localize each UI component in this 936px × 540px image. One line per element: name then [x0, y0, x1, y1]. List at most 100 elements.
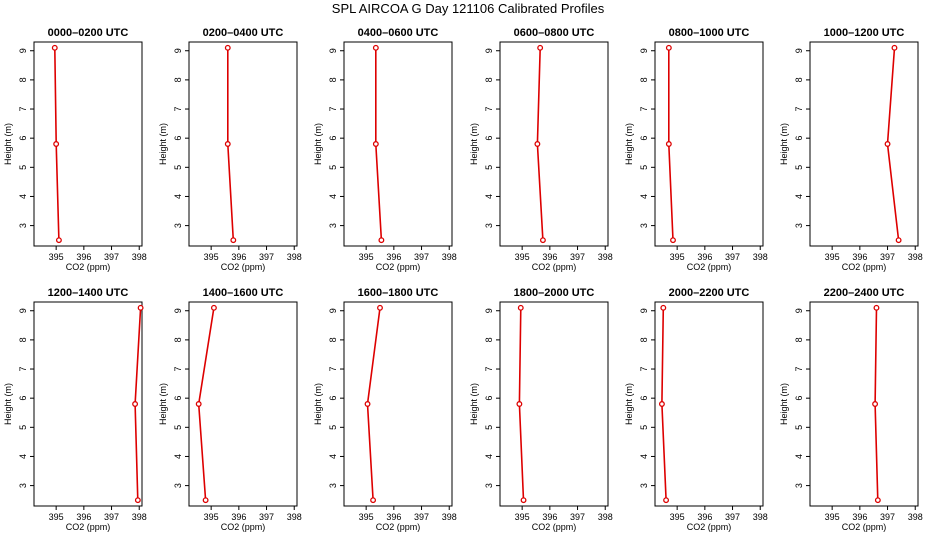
y-tick-label: 5 — [328, 425, 338, 430]
y-axis-label: Height (m) — [624, 123, 634, 165]
plot-frame — [343, 41, 453, 247]
y-tick-label: 6 — [484, 396, 494, 401]
data-point — [51, 44, 58, 51]
y-tick-label: 3 — [173, 223, 183, 228]
y-tick-label: 5 — [794, 165, 804, 170]
y-tick-label: 9 — [794, 308, 804, 313]
y-tick-label: 3 — [794, 223, 804, 228]
x-tick-label: 396 — [542, 512, 557, 522]
data-point — [874, 497, 881, 504]
panel-title: 0000–0200 UTC — [48, 27, 129, 39]
y-tick-label: 5 — [639, 165, 649, 170]
data-point — [230, 237, 237, 244]
y-tick-label: 3 — [639, 223, 649, 228]
y-tick-label: 7 — [639, 367, 649, 372]
data-point — [873, 304, 880, 311]
data-point — [516, 401, 523, 407]
plot-frame — [499, 41, 609, 247]
panel-title: 1200–1400 UTC — [48, 287, 129, 299]
y-tick-label: 3 — [484, 483, 494, 488]
y-tick-label: 3 — [18, 483, 28, 488]
data-point — [658, 401, 665, 407]
data-point — [134, 497, 141, 504]
y-tick-label: 6 — [639, 396, 649, 401]
panel-title: 1000–1200 UTC — [824, 27, 905, 39]
x-tick-label: 398 — [598, 512, 613, 522]
data-point — [55, 237, 62, 244]
y-tick-label: 7 — [173, 367, 183, 372]
panel-title: 0200–0400 UTC — [203, 27, 284, 39]
y-axis-label: Height (m) — [3, 383, 13, 425]
x-tick-label: 397 — [259, 512, 274, 522]
data-point — [534, 141, 541, 147]
y-tick-label: 3 — [328, 223, 338, 228]
panel-title: 0800–1000 UTC — [669, 27, 750, 39]
y-axis-label: Height (m) — [313, 123, 323, 165]
x-tick-label: 398 — [132, 252, 147, 262]
x-axis-label: CO2 (ppm) — [687, 522, 732, 532]
y-tick-label: 9 — [173, 48, 183, 53]
plot-frame — [343, 301, 453, 507]
data-point — [364, 401, 371, 407]
x-tick-label: 398 — [908, 512, 923, 522]
x-axis-label: CO2 (ppm) — [687, 262, 732, 272]
y-tick-label: 6 — [18, 136, 28, 141]
x-tick-label: 395 — [49, 252, 64, 262]
y-tick-label: 5 — [484, 425, 494, 430]
data-point — [670, 237, 676, 244]
data-point — [665, 44, 672, 51]
y-tick-label: 8 — [173, 77, 183, 82]
x-tick-label: 398 — [132, 512, 147, 522]
y-tick-label: 4 — [484, 454, 494, 459]
y-tick-label: 8 — [328, 337, 338, 342]
y-axis-label: Height (m) — [158, 123, 168, 165]
panel-title: 1800–2000 UTC — [514, 287, 595, 299]
x-tick-label: 397 — [725, 512, 740, 522]
y-tick-label: 4 — [328, 454, 338, 459]
x-tick-label: 397 — [725, 252, 740, 262]
y-tick-label: 4 — [794, 194, 804, 199]
x-tick-label: 397 — [570, 512, 585, 522]
y-tick-label: 9 — [484, 48, 494, 53]
x-axis-label: CO2 (ppm) — [376, 522, 421, 532]
y-tick-label: 3 — [484, 223, 494, 228]
data-point — [370, 497, 377, 504]
panel-title: 1600–1800 UTC — [358, 287, 439, 299]
y-tick-label: 7 — [484, 107, 494, 112]
x-tick-label: 397 — [104, 252, 119, 262]
y-tick-label: 9 — [639, 308, 649, 313]
y-tick-label: 7 — [18, 367, 28, 372]
x-tick-label: 396 — [697, 252, 712, 262]
y-tick-label: 5 — [484, 165, 494, 170]
y-axis-label: Height (m) — [779, 383, 789, 425]
x-tick-label: 398 — [442, 252, 457, 262]
x-tick-label: 395 — [204, 512, 219, 522]
y-tick-label: 5 — [173, 425, 183, 430]
y-tick-label: 5 — [794, 425, 804, 430]
y-tick-label: 6 — [328, 396, 338, 401]
x-tick-label: 395 — [204, 252, 219, 262]
x-tick-label: 398 — [442, 512, 457, 522]
y-tick-label: 3 — [639, 483, 649, 488]
y-tick-label: 4 — [639, 194, 649, 199]
x-axis-label: CO2 (ppm) — [66, 522, 111, 532]
data-point — [378, 237, 385, 244]
profile-panel: 1800–2000 UTC 395 396 397 398 3 4 5 6 7 8 9 CO2 (ppm… — [469, 287, 613, 532]
y-tick-label: 8 — [173, 337, 183, 342]
x-tick-label: 398 — [753, 252, 768, 262]
y-tick-label: 8 — [18, 77, 28, 82]
y-tick-label: 7 — [328, 107, 338, 112]
y-tick-label: 7 — [484, 367, 494, 372]
y-tick-label: 6 — [794, 396, 804, 401]
x-tick-label: 397 — [414, 512, 429, 522]
x-tick-label: 397 — [104, 512, 119, 522]
panel-title: 1400–1600 UTC — [203, 287, 284, 299]
y-axis-label: Height (m) — [158, 383, 168, 425]
y-axis-label: Height (m) — [469, 383, 479, 425]
y-tick-label: 6 — [328, 136, 338, 141]
y-tick-label: 9 — [484, 308, 494, 313]
y-tick-label: 5 — [18, 425, 28, 430]
y-tick-label: 8 — [794, 77, 804, 82]
y-tick-label: 9 — [328, 48, 338, 53]
